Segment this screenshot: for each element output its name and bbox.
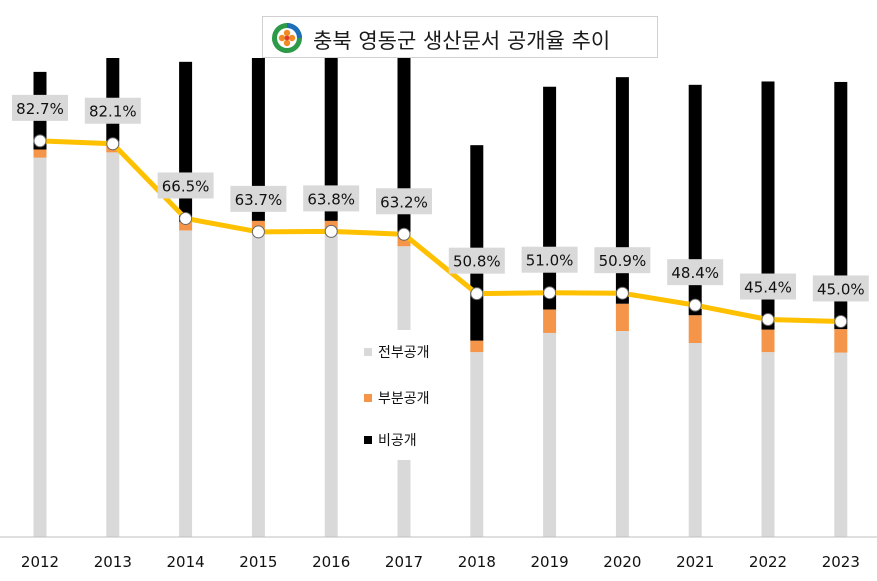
bar-nonpublic-2018: [470, 145, 484, 341]
data-label-bg: [448, 247, 505, 274]
data-label: 45.4%: [744, 279, 792, 297]
bar-partial-2018: [470, 340, 484, 353]
chart-title-box: 충북 영동군 생산문서 공개율 추이: [262, 16, 658, 58]
data-label-bg: [376, 188, 432, 215]
data-label: 51.0%: [526, 252, 574, 270]
bar-partial-2014: [179, 221, 193, 231]
data-label: 63.8%: [307, 190, 355, 208]
bar-nonpublic-2021: [688, 84, 702, 316]
x-tick-label: 2019: [531, 553, 569, 571]
data-label: 63.7%: [235, 191, 283, 209]
x-tick-label: 2017: [385, 553, 423, 571]
data-label: 48.4%: [671, 264, 719, 282]
data-label: 45.0%: [817, 280, 865, 298]
bar-full-2015: [251, 231, 265, 537]
x-axis: 2012 2013 2014 2015 2016 2017 2018 2019 2020 2021…: [0, 536, 877, 571]
rate-point-2022: [761, 313, 775, 327]
x-tick-label: 2015: [239, 553, 277, 571]
x-tick-label: 2023: [822, 553, 860, 571]
legend-label-nonpublic: 비공개: [378, 433, 417, 449]
county-logo-icon: [272, 23, 302, 53]
chart-title: 충북 영동군 생산문서 공개율 추이: [313, 29, 611, 53]
bar-nonpublic-2015: [251, 58, 265, 221]
legend-label-full: 전부공개: [378, 345, 430, 361]
bar-partial-2020: [615, 303, 629, 332]
legend-item-partial: 부분공개: [364, 388, 430, 408]
bar-full-2013: [106, 152, 120, 537]
data-label: 63.2%: [380, 193, 428, 211]
legend: 전부공개 부분공개 비공개: [354, 330, 440, 460]
data-label-bg: [594, 247, 651, 274]
rate-point-2013: [106, 137, 120, 151]
bar-full-2018: [470, 352, 484, 537]
x-tick-label: 2014: [167, 553, 205, 571]
bar-full-2019: [543, 332, 557, 537]
data-label: 50.8%: [453, 253, 501, 271]
data-label-group: 82.7% 82.1% 66.5% 63.7% 63.8% 63.2% 50.8% 51.0%…: [12, 94, 869, 302]
legend-item-nonpublic: 비공개: [364, 430, 417, 450]
bar-nonpublic-2022: [761, 81, 775, 330]
bar-group: [33, 58, 848, 537]
rate-point-2020: [615, 286, 629, 300]
data-label: 82.1%: [89, 103, 137, 121]
bar-nonpublic-2019: [543, 86, 557, 310]
bar-full-2016: [324, 230, 338, 537]
rate-line-group: [33, 134, 848, 328]
x-tick-label: 2020: [603, 553, 641, 571]
data-label-bg: [157, 172, 214, 199]
rate-point-2021: [688, 298, 702, 312]
data-label-bg: [230, 185, 287, 212]
x-tick-label: 2018: [458, 553, 496, 571]
rate-point-2012: [33, 134, 47, 148]
x-tick-label: 2013: [94, 553, 132, 571]
rate-point-2016: [324, 224, 338, 238]
data-label: 66.5%: [162, 177, 210, 195]
legend-item-full: 전부공개: [364, 342, 430, 362]
legend-swatch-nonpublic: [364, 436, 372, 444]
rate-point-2018: [470, 287, 484, 301]
rate-point-2017: [397, 227, 411, 241]
rate-point-2023: [834, 314, 848, 328]
bar-partial-2023: [834, 329, 848, 353]
legend-swatch-full: [364, 348, 372, 356]
data-label-bg: [303, 185, 360, 212]
bar-full-2021: [688, 343, 702, 537]
bar-full-2012: [33, 157, 47, 537]
data-label: 50.9%: [599, 252, 647, 270]
x-tick-label: 2021: [676, 553, 714, 571]
bar-partial-2021: [688, 315, 702, 344]
data-label-bg: [740, 273, 796, 300]
rate-point-2014: [179, 211, 193, 225]
x-tick-label: 2016: [312, 553, 350, 571]
bar-full-2023: [834, 352, 848, 537]
bar-full-2022: [761, 352, 775, 537]
rate-point-2019: [543, 286, 557, 300]
legend-label-partial: 부분공개: [378, 391, 430, 407]
data-label: 82.7%: [16, 100, 64, 118]
data-label-bg: [12, 94, 68, 121]
bar-partial-2012: [33, 149, 47, 158]
bar-full-2014: [179, 230, 193, 537]
data-label-bg: [812, 275, 869, 302]
bar-nonpublic-2020: [615, 77, 629, 304]
bar-full-2020: [615, 331, 629, 537]
bar-nonpublic-2016: [324, 58, 338, 221]
bar-nonpublic-2023: [834, 81, 848, 330]
legend-swatch-partial: [364, 394, 372, 402]
rate-line: [39, 138, 841, 324]
x-tick-label: 2022: [749, 553, 787, 571]
data-label-bg: [84, 97, 141, 124]
bar-partial-2019: [543, 309, 557, 333]
data-label-bg: [521, 246, 578, 273]
rate-point-2015: [251, 225, 265, 239]
data-label-bg: [667, 259, 724, 286]
bar-partial-2022: [761, 329, 775, 353]
x-tick-label: 2012: [21, 553, 59, 571]
